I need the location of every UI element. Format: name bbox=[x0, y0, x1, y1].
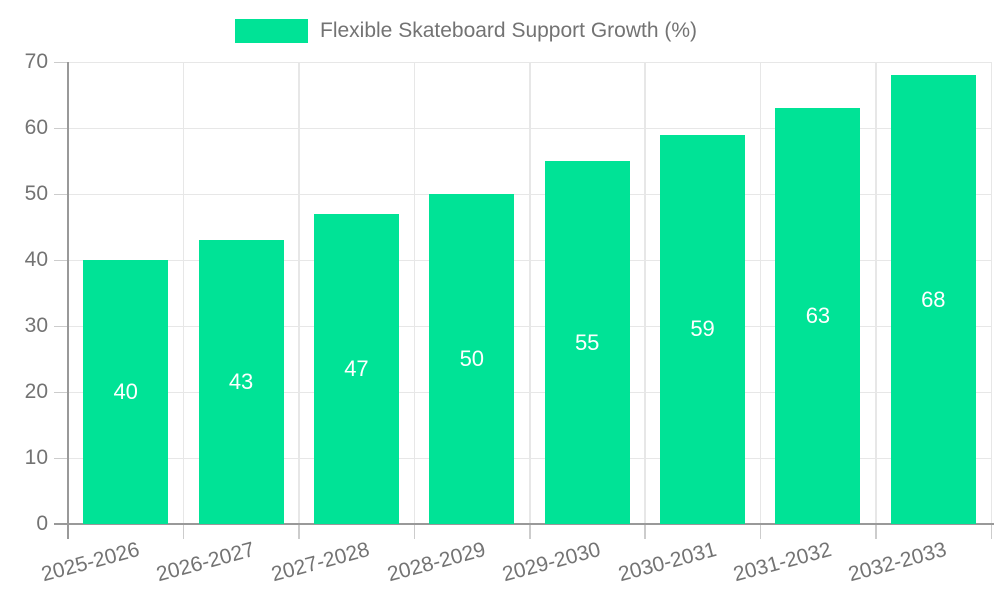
bar[interactable] bbox=[198, 240, 284, 524]
y-axis-tick-label: 60 bbox=[24, 116, 48, 139]
bar[interactable] bbox=[660, 134, 746, 524]
bar[interactable] bbox=[429, 194, 515, 524]
x-axis-line bbox=[54, 523, 994, 525]
y-axis-line bbox=[67, 62, 69, 539]
y-axis-tick bbox=[54, 193, 68, 195]
x-axis-tick bbox=[990, 524, 992, 539]
y-axis-tick-label: 40 bbox=[24, 248, 48, 271]
gridline-vertical bbox=[875, 62, 877, 524]
y-axis-tick bbox=[54, 259, 68, 261]
bar[interactable] bbox=[775, 108, 861, 524]
bar-value-label: 50 bbox=[459, 346, 485, 371]
y-axis-tick-label: 0 bbox=[36, 512, 48, 535]
bar-value-label: 55 bbox=[574, 329, 600, 355]
bar-value-label: 43 bbox=[228, 369, 254, 395]
gridline-vertical bbox=[413, 62, 416, 524]
bar-value-label: 63 bbox=[805, 303, 831, 329]
gridline-vertical bbox=[990, 62, 992, 524]
bar-value-label: 59 bbox=[690, 316, 715, 342]
gridline-vertical bbox=[759, 62, 762, 524]
y-axis-tick-label: 70 bbox=[24, 50, 48, 73]
y-axis-tick-label: 20 bbox=[24, 380, 48, 403]
legend-label: Flexible Skateboard Support Growth (%) bbox=[320, 19, 698, 42]
x-axis-tick bbox=[875, 524, 877, 539]
bar-value-label: 40 bbox=[113, 379, 138, 404]
gridline-vertical bbox=[182, 62, 185, 524]
x-axis-tick bbox=[413, 524, 416, 539]
y-axis-tick-label: 50 bbox=[24, 182, 48, 205]
legend-item[interactable]: Flexible Skateboard Support Growth (%) bbox=[235, 19, 697, 43]
bar[interactable] bbox=[544, 161, 630, 524]
bar-value-label: 68 bbox=[921, 286, 946, 312]
y-axis-tick bbox=[54, 391, 68, 393]
x-axis-tick bbox=[759, 524, 762, 539]
y-axis-tick bbox=[54, 457, 68, 459]
bar[interactable] bbox=[313, 213, 399, 524]
y-axis-tick-label: 10 bbox=[24, 446, 48, 469]
gridline-vertical bbox=[644, 62, 646, 524]
bar-value-label: 47 bbox=[344, 355, 369, 381]
y-axis-tick bbox=[54, 325, 68, 327]
legend-swatch-icon bbox=[235, 19, 308, 43]
x-axis-tick bbox=[644, 524, 646, 539]
x-axis-tick bbox=[298, 524, 300, 539]
bar[interactable] bbox=[83, 260, 169, 524]
y-axis-tick-label: 30 bbox=[24, 314, 48, 337]
y-axis-tick bbox=[54, 61, 68, 63]
gridline-vertical bbox=[298, 62, 300, 524]
bar[interactable] bbox=[890, 75, 976, 524]
y-axis-tick bbox=[54, 127, 68, 129]
x-axis-tick bbox=[182, 524, 185, 539]
x-axis-tick bbox=[529, 524, 531, 539]
gridline-vertical bbox=[529, 62, 531, 524]
